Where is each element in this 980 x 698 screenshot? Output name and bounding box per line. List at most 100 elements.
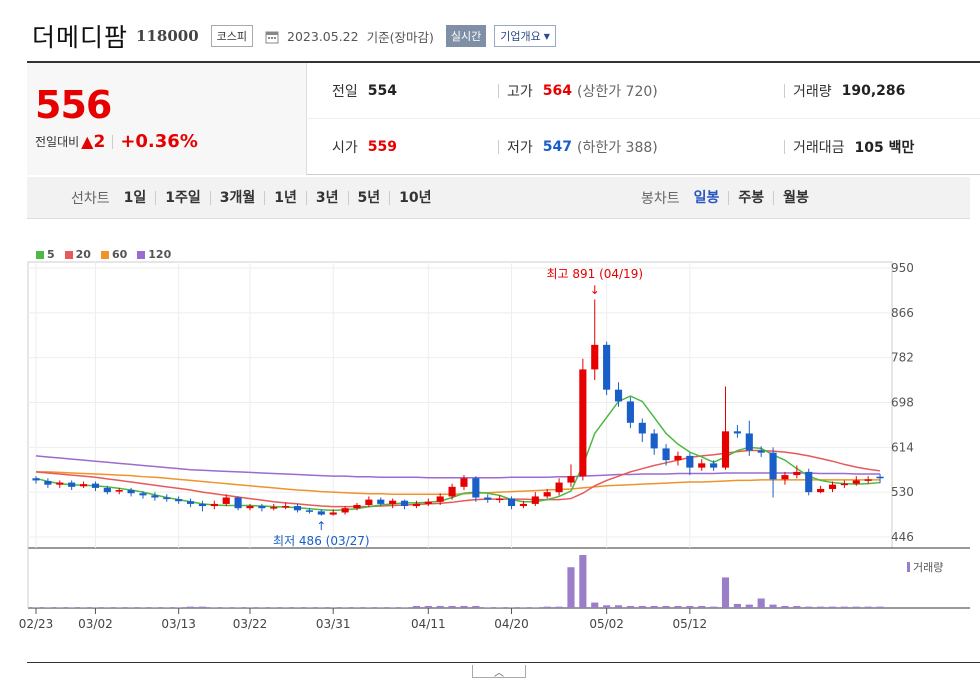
volume-bar — [44, 607, 52, 608]
candle-body — [591, 344, 599, 370]
candle-body — [341, 508, 349, 513]
tab-1y[interactable]: 1년 — [264, 191, 306, 205]
stat-label: 거래량 — [793, 84, 832, 100]
legend-item: 5 — [36, 248, 55, 261]
high-annotation: 최고 891 (04/19) — [546, 267, 643, 281]
tab-monthly[interactable]: 월봉 — [773, 191, 818, 205]
volume-bar — [436, 605, 444, 608]
tab-weekly[interactable]: 주봉 — [728, 191, 773, 205]
chevron-up-icon: ︿ — [494, 667, 504, 679]
candle-body — [424, 501, 432, 504]
company-overview-button[interactable]: 기업개요 ▼ — [494, 25, 556, 47]
candle-body — [769, 452, 777, 480]
candle-body — [519, 503, 527, 507]
tab-3m[interactable]: 3개월 — [209, 191, 265, 205]
stats-grid: 전일 554 고가 564 (상한가 720) 거래량 190,286 시가 5… — [308, 63, 980, 175]
candle-body — [353, 504, 361, 509]
volume-bar — [864, 606, 872, 608]
volume-bar — [710, 606, 718, 608]
candle-body — [282, 506, 290, 508]
candle-body — [710, 463, 718, 468]
legend-item: 120 — [137, 248, 171, 261]
tab-daily[interactable]: 일봉 — [693, 190, 720, 206]
candle-body — [32, 478, 40, 481]
volume-bar — [828, 606, 837, 608]
stat-value: 554 — [367, 83, 397, 99]
low-arrow-icon: ↑ — [316, 519, 326, 533]
legend-swatch — [137, 250, 146, 259]
stat-value: 547 — [542, 139, 572, 155]
x-tick-label: 05/02 — [589, 617, 624, 631]
up-triangle-icon: ▲ — [81, 132, 94, 151]
stat-value: 559 — [367, 139, 397, 155]
bottom-divider — [27, 662, 980, 663]
tab-5y[interactable]: 5년 — [347, 191, 390, 205]
divider — [784, 140, 785, 154]
stock-code: 118000 — [136, 27, 199, 45]
candle-body — [460, 478, 468, 487]
candle-body — [198, 503, 206, 507]
volume-bar — [579, 555, 587, 608]
stat-prev: 전일 554 — [332, 81, 397, 101]
candle-body — [448, 486, 456, 497]
x-tick-label: 03/02 — [78, 617, 113, 631]
volume-bar — [210, 607, 218, 608]
candle-body — [733, 431, 741, 434]
candle-body — [258, 506, 266, 509]
x-tick-label: 03/22 — [233, 617, 268, 631]
candle-body — [103, 487, 111, 493]
volume-bar — [293, 607, 302, 608]
change-label: 전일대비 — [35, 135, 80, 149]
candle-body — [186, 501, 195, 504]
volume-bar — [377, 607, 385, 608]
tab-10y[interactable]: 10년 — [389, 191, 440, 205]
candle-body — [745, 433, 753, 451]
volume-bar — [484, 607, 492, 608]
volume-bar — [365, 607, 373, 608]
legend-swatch — [36, 250, 44, 259]
stat-label: 시가 — [332, 140, 358, 156]
tab-3y[interactable]: 3년 — [305, 191, 348, 205]
candle-body — [531, 496, 539, 504]
legend-item: 60 — [100, 248, 127, 261]
candle-body — [579, 369, 587, 477]
volume-bar — [317, 607, 325, 608]
volume-bar — [757, 598, 765, 608]
candle-body — [781, 475, 789, 480]
volume-bar — [793, 605, 801, 608]
x-tick-label: 05/12 — [673, 617, 708, 631]
candle-body — [757, 450, 765, 453]
candle-body — [496, 498, 504, 501]
volume-bar — [769, 604, 777, 608]
candle-body — [484, 497, 492, 500]
candle-body — [139, 493, 147, 496]
volume-bar — [424, 605, 432, 608]
volume-bar — [400, 607, 409, 608]
volume-bar — [305, 607, 313, 608]
volume-bar — [139, 607, 147, 608]
y-tick-label: 446 — [891, 530, 914, 544]
change-percent: +0.36% — [120, 131, 198, 152]
basis-text: 기준(장마감) — [366, 29, 434, 45]
volume-bar — [686, 605, 694, 608]
stats-row: 시가 559 저가 547 (하한가 388) 거래대금 105 백만 — [308, 119, 980, 175]
change-row: 전일대비 ▲ 2 +0.36% — [35, 131, 198, 152]
volume-legend-swatch — [907, 562, 910, 572]
company-overview-label: 기업개요 — [500, 30, 541, 43]
tab-1d[interactable]: 1일 — [123, 190, 147, 206]
legend-label: 120 — [148, 248, 172, 261]
tab-1w[interactable]: 1주일 — [155, 191, 210, 205]
chart-legend: 5 20 60 120 — [36, 248, 171, 261]
candle-body — [222, 497, 230, 504]
collapse-button[interactable]: ︿ — [472, 665, 526, 679]
candle-body — [127, 490, 135, 494]
volume-bar — [175, 607, 183, 608]
live-button[interactable]: 실시간 — [445, 25, 487, 47]
volume-bar — [567, 567, 575, 608]
stat-amount: 거래대금 105 백만 — [784, 137, 914, 157]
candle-body — [864, 479, 872, 481]
candle-body — [56, 482, 64, 485]
volume-bar — [127, 607, 135, 608]
candle-body — [365, 499, 373, 505]
